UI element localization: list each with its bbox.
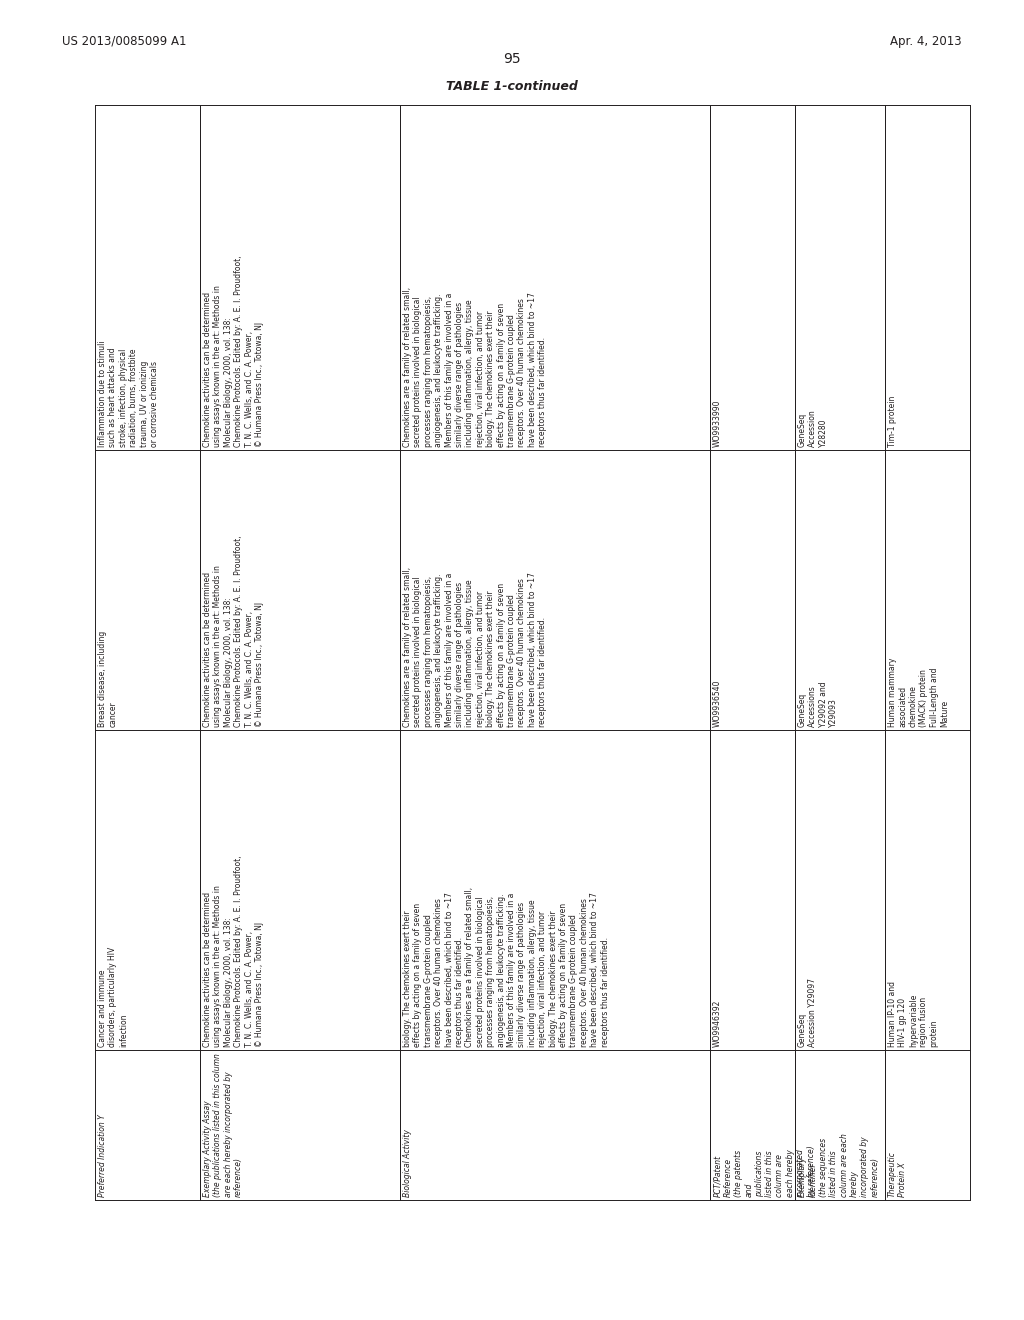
Text: Exemplary
Identifier
(the sequences
listed in this
column are each
hereby
incorp: Exemplary Identifier (the sequences list… — [798, 1133, 880, 1197]
Text: Tim-1 protein: Tim-1 protein — [888, 396, 897, 447]
Text: WO9946392: WO9946392 — [713, 999, 722, 1047]
Text: GeneSeq
Accession Y29097: GeneSeq Accession Y29097 — [798, 978, 817, 1047]
Text: Breast disease, including
cancer: Breast disease, including cancer — [98, 631, 118, 727]
Text: 95: 95 — [503, 51, 521, 66]
Text: US 2013/0085099 A1: US 2013/0085099 A1 — [62, 36, 186, 48]
Text: Therapeutic
Protein X: Therapeutic Protein X — [888, 1151, 907, 1197]
Text: Chemokine activities can be determined
using assays known in the art: Methods in: Chemokine activities can be determined u… — [203, 536, 264, 727]
Text: GeneSeq
Accessions
Y29092 and
Y29093: GeneSeq Accessions Y29092 and Y29093 — [798, 681, 839, 727]
Text: Chemokine activities can be determined
using assays known in the art: Methods in: Chemokine activities can be determined u… — [203, 855, 264, 1047]
Text: Cancer and immune
disorders, particularly HIV
infection: Cancer and immune disorders, particularl… — [98, 946, 128, 1047]
Text: Chemokines are a family of related small,
secreted proteins involved in biologic: Chemokines are a family of related small… — [403, 286, 547, 447]
Text: Apr. 4, 2013: Apr. 4, 2013 — [891, 36, 962, 48]
Text: Preferred Indication Y: Preferred Indication Y — [98, 1114, 106, 1197]
Text: Chemokine activities can be determined
using assays known in the art: Methods in: Chemokine activities can be determined u… — [203, 255, 264, 447]
Text: Exemplary Activity Assay
(the publications listed in this column
are each hereby: Exemplary Activity Assay (the publicatio… — [203, 1053, 244, 1197]
Text: PCT/Patent
Reference
(the patents
and
publications
listed in this
column are
eac: PCT/Patent Reference (the patents and pu… — [713, 1146, 815, 1197]
Text: Human IP-10 and
HIV-1 gp 120
hypervariable
region fusion
protein: Human IP-10 and HIV-1 gp 120 hypervariab… — [888, 981, 939, 1047]
Text: WO9936540: WO9936540 — [713, 680, 722, 727]
Text: Chemokines are a family of related small,
secreted proteins involved in biologic: Chemokines are a family of related small… — [403, 566, 547, 727]
Text: Human mammary
associated
chemokine
(MACK) protein
Full-Length and
Mature: Human mammary associated chemokine (MACK… — [888, 657, 949, 727]
Text: Inflammation due to stimuli
such as heart attacks and
stroke, infection, physica: Inflammation due to stimuli such as hear… — [98, 341, 159, 447]
Text: WO9933990: WO9933990 — [713, 400, 722, 447]
Text: GeneSeq
Accession
Y28280: GeneSeq Accession Y28280 — [798, 409, 827, 447]
Text: biology. The chemokines exert their
effects by acting on a family of seven
trans: biology. The chemokines exert their effe… — [403, 887, 609, 1047]
Text: TABLE 1-continued: TABLE 1-continued — [446, 81, 578, 92]
Text: Biological Activity: Biological Activity — [403, 1129, 412, 1197]
